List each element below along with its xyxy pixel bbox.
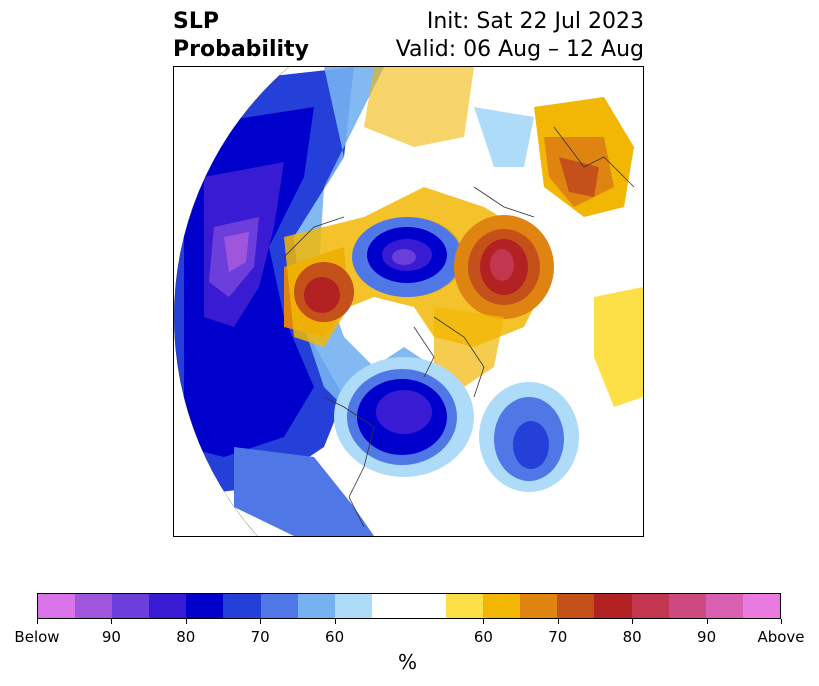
colorbar-tick-label: 90 (101, 628, 121, 646)
colorbar-tick-label: 70 (250, 628, 270, 646)
colorbar-tick-mark (557, 619, 559, 624)
colorbar-tick-label: 60 (473, 628, 493, 646)
colorbar-tick-label: Below (14, 628, 60, 646)
colorbar-segment (38, 594, 76, 618)
colorbar-tick-label: 70 (548, 628, 568, 646)
colorbar-segment (297, 594, 335, 618)
colorbar-segment (668, 594, 706, 618)
coastlines (283, 126, 635, 528)
colorbar-segment (557, 594, 595, 618)
colorbar (37, 593, 781, 619)
title-product: Probability (173, 37, 309, 62)
colorbar-tick-mark (706, 619, 708, 624)
colorbar-segment (408, 594, 447, 618)
init-date: Init: Sat 22 Jul 2023 (426, 9, 644, 34)
valid-range: Valid: 06 Aug – 12 Aug (395, 37, 644, 62)
colorbar-segment (594, 594, 632, 618)
polar-map (174, 67, 643, 536)
colorbar-tick-mark (185, 619, 187, 624)
colorbar-tick-mark (781, 619, 782, 624)
colorbar-unit: % (398, 650, 418, 674)
colorbar-tick-mark (260, 619, 262, 624)
colorbar-tick-label: 90 (697, 628, 717, 646)
colorbar-tick-mark (483, 619, 485, 624)
colorbar-segment (186, 594, 224, 618)
map-panel (173, 66, 644, 537)
colorbar-segment (112, 594, 150, 618)
colorbar-segment (334, 594, 372, 618)
chart-dates: Init: Sat 22 Jul 2023 Valid: 06 Aug – 12… (396, 8, 644, 64)
colorbar-segment (483, 594, 521, 618)
colorbar-tick-mark (334, 619, 336, 624)
colorbar-tick-mark (632, 619, 634, 624)
probability-field (174, 67, 643, 536)
colorbar-segment (260, 594, 298, 618)
colorbar-segment (371, 594, 409, 618)
colorbar-segment (742, 594, 780, 618)
colorbar-segment (446, 594, 484, 618)
colorbar-segment (75, 594, 113, 618)
colorbar-tick-mark (111, 619, 113, 624)
colorbar-tick-label: Above (757, 628, 805, 646)
colorbar-segment (520, 594, 558, 618)
colorbar-tick-label: 60 (325, 628, 345, 646)
colorbar-segment (223, 594, 261, 618)
chart-title: SLP Probability (173, 8, 309, 64)
colorbar-segment (705, 594, 743, 618)
colorbar-segment (631, 594, 669, 618)
colorbar-tick-mark (37, 619, 38, 624)
colorbar-tick-label: 80 (176, 628, 196, 646)
colorbar-segment (149, 594, 187, 618)
colorbar-tick-label: 80 (622, 628, 642, 646)
title-variable: SLP (173, 9, 219, 34)
